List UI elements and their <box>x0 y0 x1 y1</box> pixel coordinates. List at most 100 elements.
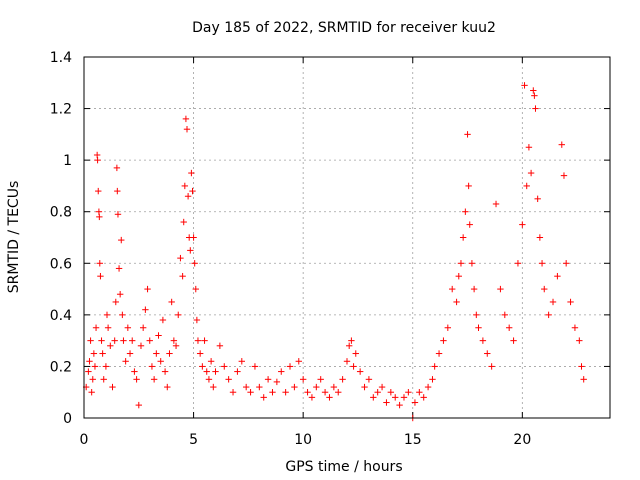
data-point <box>181 182 189 190</box>
data-point <box>88 389 95 396</box>
data-point <box>356 368 364 375</box>
data-point <box>383 399 390 406</box>
data-point <box>150 376 158 383</box>
data-point <box>144 285 151 293</box>
data-point <box>484 350 491 357</box>
data-point <box>103 311 111 319</box>
data-point <box>580 376 587 383</box>
data-point <box>527 169 535 177</box>
data-point <box>304 389 311 396</box>
data-point <box>348 337 355 344</box>
data-point <box>470 285 478 293</box>
y-tick-label: 1.2 <box>50 102 72 118</box>
data-point <box>365 376 373 383</box>
data-point <box>234 368 241 375</box>
data-point <box>405 389 412 396</box>
data-point <box>188 169 195 177</box>
data-point <box>104 324 112 331</box>
data-point <box>429 376 436 383</box>
data-point <box>361 383 368 391</box>
data-point <box>229 389 237 396</box>
x-tick-label: 20 <box>513 432 531 448</box>
data-point <box>115 265 123 272</box>
data-point <box>538 260 546 267</box>
data-point <box>91 363 99 370</box>
data-point <box>321 389 329 396</box>
data-point <box>170 337 178 344</box>
data-point <box>560 172 568 179</box>
x-axis-label: GPS time / hours <box>285 459 402 475</box>
data-point <box>501 311 508 319</box>
data-point <box>86 358 93 365</box>
data-point <box>120 337 127 344</box>
data-point <box>238 358 245 365</box>
data-point <box>96 260 103 267</box>
data-point <box>400 394 408 401</box>
data-point <box>345 342 353 349</box>
data-point <box>350 363 357 370</box>
data-points <box>82 82 587 422</box>
data-point <box>89 376 96 383</box>
data-point <box>216 342 224 349</box>
data-point <box>519 221 526 228</box>
data-point <box>118 236 125 244</box>
data-point <box>192 285 199 293</box>
data-point <box>488 363 495 370</box>
data-point <box>278 368 285 375</box>
data-point <box>133 376 140 383</box>
data-point <box>175 311 182 319</box>
data-point <box>184 193 192 200</box>
data-point <box>330 383 338 391</box>
data-point <box>157 358 164 365</box>
data-point <box>291 383 298 391</box>
y-tick-label: 0.8 <box>50 205 72 221</box>
data-point <box>396 401 403 409</box>
data-point <box>159 316 167 324</box>
data-point <box>85 368 92 375</box>
data-point <box>282 389 289 396</box>
data-point <box>194 337 202 344</box>
data-point <box>139 324 147 331</box>
data-point <box>549 298 557 306</box>
data-point <box>299 376 307 383</box>
data-point <box>131 368 138 375</box>
data-point <box>90 350 98 357</box>
data-point <box>100 376 107 383</box>
data-point <box>146 337 153 344</box>
y-tick-label: 0.6 <box>50 256 72 272</box>
y-tick-label: 0.2 <box>50 359 72 375</box>
data-point <box>462 208 469 215</box>
data-point <box>545 311 552 319</box>
data-point <box>203 368 210 375</box>
y-tick-label: 1 <box>63 153 72 169</box>
data-point <box>567 298 574 306</box>
data-point <box>189 187 196 195</box>
data-point <box>313 383 320 391</box>
data-point <box>453 298 460 306</box>
data-point <box>116 291 124 298</box>
data-point <box>114 211 122 218</box>
data-point <box>420 394 427 401</box>
data-point <box>295 358 302 365</box>
data-point <box>142 306 149 313</box>
data-point <box>378 383 386 391</box>
data-point <box>308 394 316 401</box>
y-axis-label: SRMTID / TECUs <box>6 181 22 294</box>
data-point <box>424 383 432 391</box>
data-point <box>164 383 171 391</box>
data-point <box>273 378 281 386</box>
data-point <box>98 337 105 344</box>
data-point <box>541 285 548 293</box>
data-point <box>514 260 522 267</box>
data-point <box>459 234 467 241</box>
data-point <box>464 131 471 138</box>
data-point <box>465 182 472 190</box>
data-point <box>166 350 173 357</box>
data-point <box>119 311 126 319</box>
chart-title: Day 185 of 2022, SRMTID for receiver kuu… <box>192 20 496 36</box>
data-point <box>260 394 267 401</box>
data-point <box>536 234 544 241</box>
data-point <box>370 394 377 401</box>
data-point <box>534 195 541 203</box>
